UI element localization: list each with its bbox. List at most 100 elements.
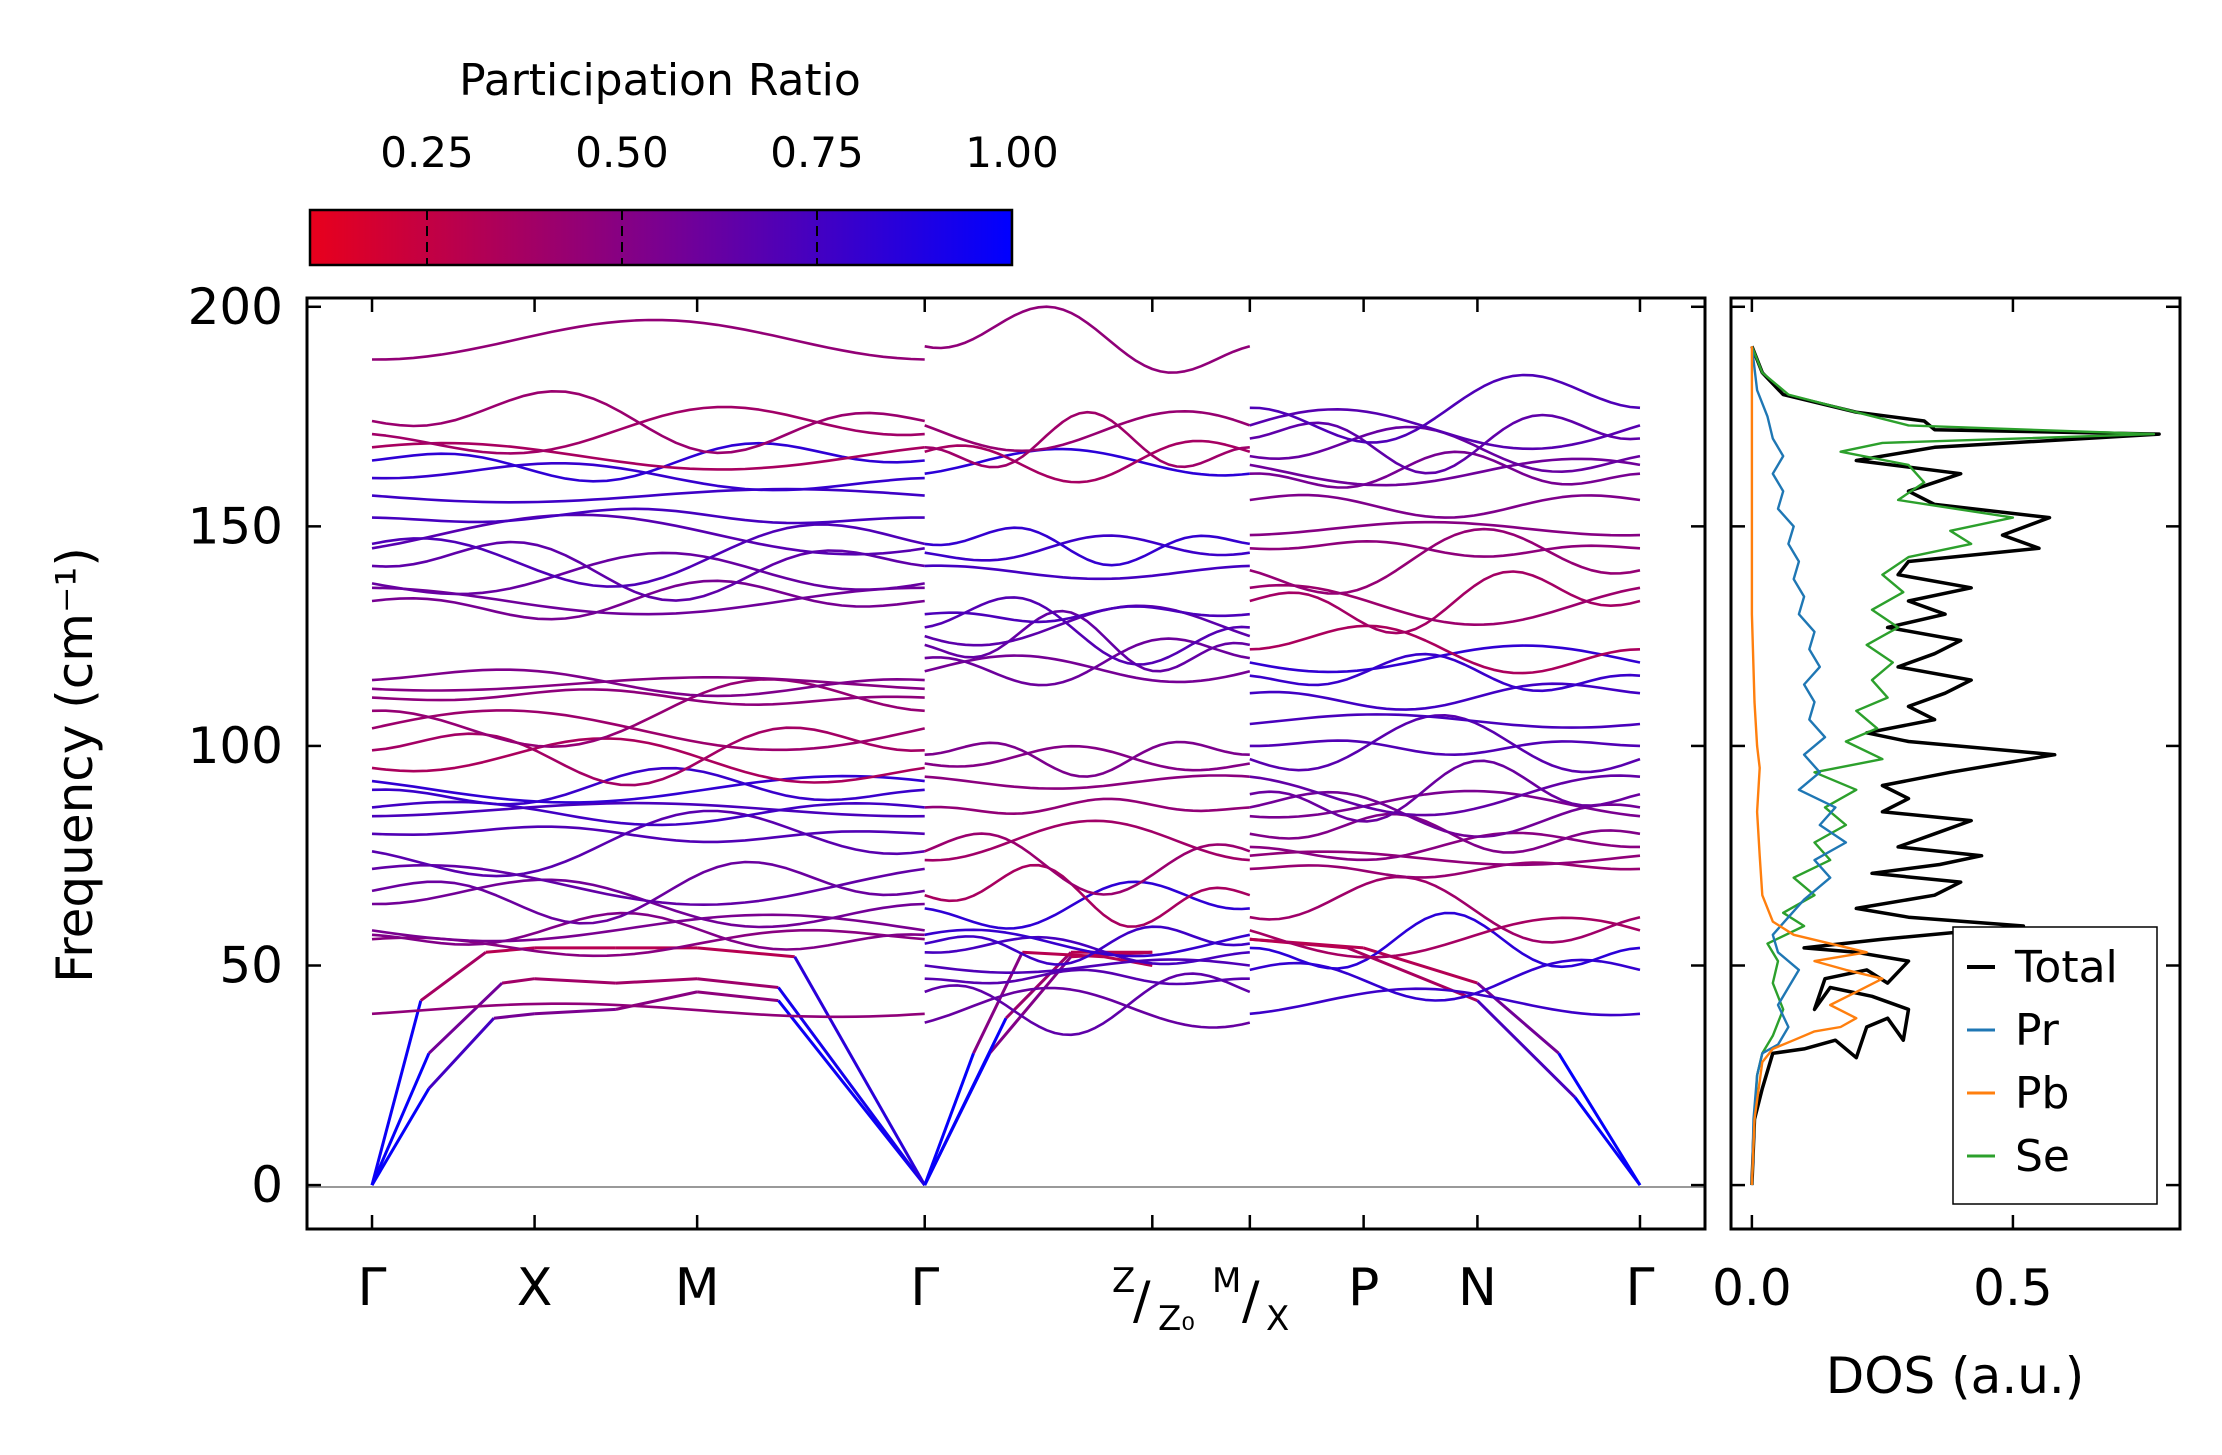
optical-band: [924, 744, 1251, 772]
optical-band: [924, 609, 1251, 673]
optical-band: [1249, 790, 1641, 838]
optical-band: [924, 534, 1250, 562]
colorbar-tick-label: 0.75: [770, 128, 864, 177]
optical-band: [924, 410, 1251, 453]
acoustic-branch: [1363, 946, 1478, 985]
legend-label-total: Total: [2014, 942, 2118, 993]
optical-band: [371, 1002, 925, 1019]
optical-band: [371, 726, 925, 787]
optical-band: [924, 925, 1250, 966]
optical-band: [924, 880, 1250, 930]
acoustic-branch: [696, 990, 779, 1003]
acoustic-branch: [1573, 1096, 1642, 1186]
dispersion-bands: [370, 305, 1642, 1187]
optical-band: [1249, 583, 1641, 626]
optical-band: [371, 766, 925, 806]
optical-band: [924, 935, 1250, 966]
optical-band: [1249, 987, 1641, 1017]
optical-band: [1249, 413, 1641, 475]
dos-panel: 0.0 0.5 DOS (a.u.) Total Pr Pb Se: [1712, 296, 2182, 1405]
colorbar-tick-label: 1.00: [965, 128, 1059, 177]
acoustic-branch: [501, 977, 535, 985]
colorbar-title: Participation Ratio: [459, 55, 861, 106]
acoustic-branch: [419, 951, 487, 1002]
acoustic-branch: [534, 977, 616, 985]
optical-band: [371, 513, 925, 556]
y-axis-label: Frequency (cm⁻¹): [46, 547, 104, 983]
optical-band: [1249, 861, 1641, 879]
optical-band: [924, 972, 1251, 1037]
colorbar-tick-label: 0.50: [575, 128, 669, 177]
colorbar-bar: [308, 208, 1014, 267]
legend-label-pb: Pb: [2015, 1068, 2069, 1119]
acoustic-branch: [427, 982, 504, 1055]
optical-band: [1249, 527, 1641, 595]
optical-band: [924, 526, 1251, 567]
optical-band: [924, 439, 1251, 484]
acoustic-branch: [972, 951, 1024, 1054]
optical-band: [924, 564, 1250, 581]
x-tick-label: M: [675, 1258, 720, 1318]
optical-band: [924, 863, 1251, 928]
optical-band: [1249, 759, 1641, 823]
optical-band: [371, 800, 925, 827]
acoustic-branch: [534, 1007, 616, 1016]
acoustic-branch: [370, 1000, 423, 1186]
colorbar-tick-labels: 0.25 0.50 0.75 1.00: [380, 128, 1059, 177]
special-label-slash-2: /: [1242, 1271, 1260, 1331]
acoustic-branch: [370, 1087, 431, 1186]
dos-series-pr: [1750, 346, 1848, 1186]
dos-x-tick-label: 0.5: [1973, 1259, 2053, 1317]
optical-band: [1249, 624, 1641, 675]
optical-band: [371, 318, 925, 361]
y-tick-label: 0: [251, 1156, 283, 1214]
acoustic-branch: [696, 977, 779, 989]
optical-band: [1249, 682, 1641, 711]
optical-band: [924, 654, 1251, 684]
optical-band: [924, 986, 1251, 1029]
optical-band: [924, 447, 1250, 477]
optical-band: [1249, 570, 1641, 635]
optical-band: [924, 928, 1251, 958]
acoustic-branch: [923, 1017, 1008, 1186]
optical-band: [924, 968, 1250, 986]
optical-band: [1249, 652, 1641, 693]
optical-band: [1249, 789, 1641, 819]
special-label-x: X: [1266, 1299, 1289, 1339]
y-tick-label: 200: [188, 278, 283, 336]
optical-band: [924, 605, 1250, 624]
optical-band: [371, 860, 925, 925]
optical-band: [371, 913, 925, 943]
optical-band: [371, 405, 925, 455]
optical-band: [1249, 644, 1641, 674]
optical-band: [1249, 911, 1641, 970]
y-tick-label: 100: [188, 717, 283, 775]
optical-band: [1249, 958, 1641, 1002]
optical-band: [1249, 373, 1641, 444]
special-label-m: M: [1212, 1261, 1241, 1301]
y-tick-label: 50: [219, 937, 283, 995]
dispersion-frame: [305, 296, 1707, 1231]
optical-band: [1249, 831, 1640, 862]
optical-band: [371, 709, 925, 752]
dos-series-pb: [1750, 346, 1884, 1186]
optical-band: [1249, 520, 1641, 537]
x-tick-label: Γ: [1625, 1258, 1654, 1318]
optical-band: [371, 737, 925, 784]
optical-band: [1249, 812, 1641, 854]
optical-band: [924, 774, 1250, 790]
dos-curves: [1750, 345, 2161, 1186]
acoustic-branch: [1249, 937, 1348, 950]
optical-band: [371, 863, 925, 906]
optical-band: [371, 551, 925, 596]
dos-ticks: 0.0 0.5: [1712, 298, 2180, 1317]
x-tick-label: N: [1458, 1258, 1497, 1318]
optical-band: [1249, 739, 1641, 756]
optical-band: [1249, 916, 1641, 959]
optical-band: [371, 441, 925, 483]
dos-series-se: [1750, 345, 2156, 1186]
optical-band: [371, 390, 925, 455]
optical-band: [371, 579, 925, 621]
